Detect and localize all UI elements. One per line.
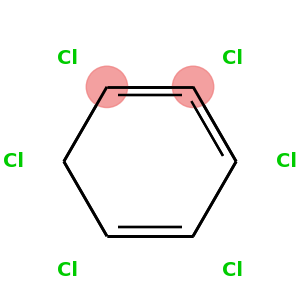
Text: Cl: Cl [222, 49, 243, 68]
Circle shape [86, 66, 128, 107]
Text: Cl: Cl [57, 49, 78, 68]
Circle shape [172, 66, 214, 107]
Text: Cl: Cl [57, 261, 78, 280]
Text: Cl: Cl [222, 261, 243, 280]
Text: Cl: Cl [276, 152, 297, 171]
Text: Cl: Cl [3, 152, 24, 171]
